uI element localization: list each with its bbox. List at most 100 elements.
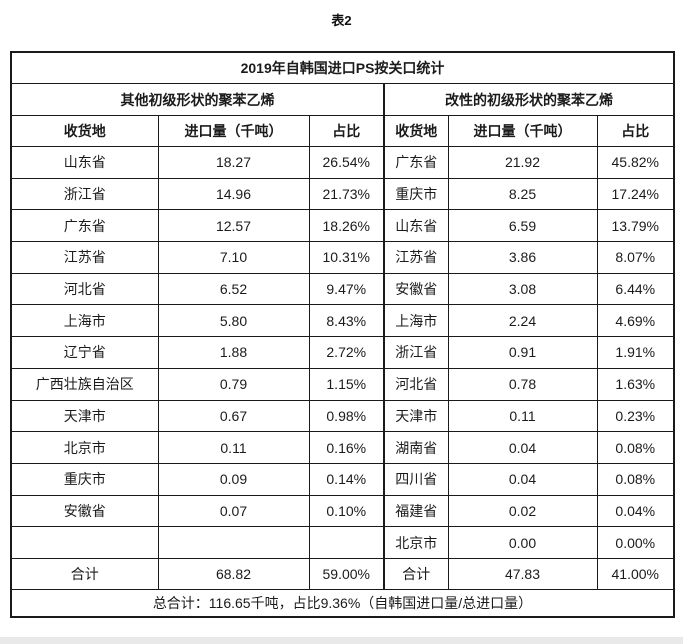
volume-cell: 0.79 [157, 367, 310, 401]
table-row: 北京市 0.00 0.00% [10, 526, 675, 559]
share-cell: 1.63% [596, 367, 675, 401]
group-header-row: 其他初级形状的聚苯乙烯 改性的初级形状的聚苯乙烯 [10, 83, 675, 116]
volume-cell: 0.11 [447, 399, 598, 433]
share-cell: 21.73% [308, 177, 385, 211]
volume-cell: 2.24 [447, 304, 598, 338]
volume-cell: 5.80 [157, 304, 310, 338]
destination-cell: 山东省 [10, 146, 159, 179]
destination-cell: 四川省 [383, 462, 449, 496]
column-header-share-left: 占比 [308, 115, 385, 147]
destination-cell: 湖南省 [383, 431, 449, 464]
volume-cell: 0.00 [447, 526, 598, 559]
destination-cell: 辽宁省 [10, 336, 159, 369]
table-row: 上海市 5.80 8.43% 上海市 2.24 4.69% [10, 304, 675, 338]
table-row: 江苏省 7.10 10.31% 江苏省 3.86 8.07% [10, 241, 675, 274]
volume-cell: 0.11 [157, 431, 310, 464]
destination-cell: 重庆市 [383, 177, 449, 211]
share-cell: 0.16% [308, 431, 385, 464]
destination-cell: 合计 [383, 557, 449, 590]
share-cell: 59.00% [308, 557, 385, 590]
volume-cell: 3.86 [447, 241, 598, 274]
share-cell: 10.31% [308, 241, 385, 274]
share-cell: 0.00% [596, 526, 675, 559]
share-cell: 0.14% [308, 462, 385, 496]
volume-cell: 0.67 [157, 399, 310, 433]
volume-cell: 0.91 [447, 336, 598, 369]
destination-cell: 广西壮族自治区 [10, 367, 159, 401]
volume-cell: 18.27 [157, 146, 310, 179]
volume-cell: 0.02 [447, 494, 598, 528]
destination-cell: 江苏省 [383, 241, 449, 274]
table-row: 天津市 0.67 0.98% 天津市 0.11 0.23% [10, 399, 675, 433]
destination-cell: 山东省 [383, 209, 449, 243]
share-cell: 18.26% [308, 209, 385, 243]
volume-cell: 0.04 [447, 462, 598, 496]
share-cell: 26.54% [308, 146, 385, 179]
share-cell: 6.44% [596, 272, 675, 306]
destination-cell: 河北省 [383, 367, 449, 401]
bottom-strip [0, 637, 683, 644]
destination-cell: 天津市 [383, 399, 449, 433]
table-body: 山东省 18.27 26.54% 广东省 21.92 45.82% 浙江省 14.96 21.7… [10, 146, 675, 590]
grand-total-row: 总合计：116.65千吨，占比9.36%（自韩国进口量/总进口量） [10, 588, 675, 618]
table-title-row: 2019年自韩国进口PS按关口统计 [10, 51, 675, 84]
volume-cell: 6.52 [157, 272, 310, 306]
destination-cell: 上海市 [383, 304, 449, 338]
share-cell: 0.08% [596, 431, 675, 464]
share-cell: 45.82% [596, 146, 675, 179]
volume-cell: 7.10 [157, 241, 310, 274]
volume-cell: 14.96 [157, 177, 310, 211]
volume-cell: 0.09 [157, 462, 310, 496]
column-header-volume-right: 进口量（千吨） [447, 115, 598, 147]
destination-cell: 广东省 [10, 209, 159, 243]
share-cell: 1.15% [308, 367, 385, 401]
table-title: 2019年自韩国进口PS按关口统计 [10, 51, 675, 84]
share-cell: 8.43% [308, 304, 385, 338]
share-cell: 2.72% [308, 336, 385, 369]
share-cell: 4.69% [596, 304, 675, 338]
destination-cell: 重庆市 [10, 462, 159, 496]
table-row: 山东省 18.27 26.54% 广东省 21.92 45.82% [10, 146, 675, 179]
table-row: 广东省 12.57 18.26% 山东省 6.59 13.79% [10, 209, 675, 243]
table-row: 广西壮族自治区 0.79 1.15% 河北省 0.78 1.63% [10, 367, 675, 401]
destination-cell: 合计 [10, 557, 159, 590]
share-cell: 0.04% [596, 494, 675, 528]
import-stats-table: 2019年自韩国进口PS按关口统计 其他初级形状的聚苯乙烯 改性的初级形状的聚苯… [10, 51, 676, 618]
destination-cell: 浙江省 [10, 177, 159, 211]
volume-cell: 0.04 [447, 431, 598, 464]
destination-cell: 广东省 [383, 146, 449, 179]
destination-cell: 北京市 [10, 431, 159, 464]
destination-cell [10, 526, 159, 559]
share-cell [308, 526, 385, 559]
volume-cell: 6.59 [447, 209, 598, 243]
volume-cell: 8.25 [447, 177, 598, 211]
table-row: 河北省 6.52 9.47% 安徽省 3.08 6.44% [10, 272, 675, 306]
destination-cell: 安徽省 [10, 494, 159, 528]
share-cell: 1.91% [596, 336, 675, 369]
destination-cell: 安徽省 [383, 272, 449, 306]
grand-total-text: 总合计：116.65千吨，占比9.36%（自韩国进口量/总进口量） [10, 588, 675, 618]
share-cell: 17.24% [596, 177, 675, 211]
volume-cell: 3.08 [447, 272, 598, 306]
destination-cell: 福建省 [383, 494, 449, 528]
destination-cell: 河北省 [10, 272, 159, 306]
share-cell: 13.79% [596, 209, 675, 243]
volume-cell: 68.82 [157, 557, 310, 590]
volume-cell: 47.83 [447, 557, 598, 590]
column-header-volume-left: 进口量（千吨） [157, 115, 310, 147]
share-cell: 0.08% [596, 462, 675, 496]
share-cell: 41.00% [596, 557, 675, 590]
column-header-share-right: 占比 [596, 115, 675, 147]
destination-cell: 浙江省 [383, 336, 449, 369]
volume-cell: 12.57 [157, 209, 310, 243]
column-header-destination-right: 收货地 [383, 115, 449, 147]
table-row: 重庆市 0.09 0.14% 四川省 0.04 0.08% [10, 462, 675, 496]
group-header-other-ps: 其他初级形状的聚苯乙烯 [10, 83, 385, 116]
share-cell: 0.98% [308, 399, 385, 433]
destination-cell: 天津市 [10, 399, 159, 433]
volume-cell: 21.92 [447, 146, 598, 179]
destination-cell: 北京市 [383, 526, 449, 559]
table-row: 辽宁省 1.88 2.72% 浙江省 0.91 1.91% [10, 336, 675, 369]
table-row: 北京市 0.11 0.16% 湖南省 0.04 0.08% [10, 431, 675, 464]
table-row: 安徽省 0.07 0.10% 福建省 0.02 0.04% [10, 494, 675, 528]
